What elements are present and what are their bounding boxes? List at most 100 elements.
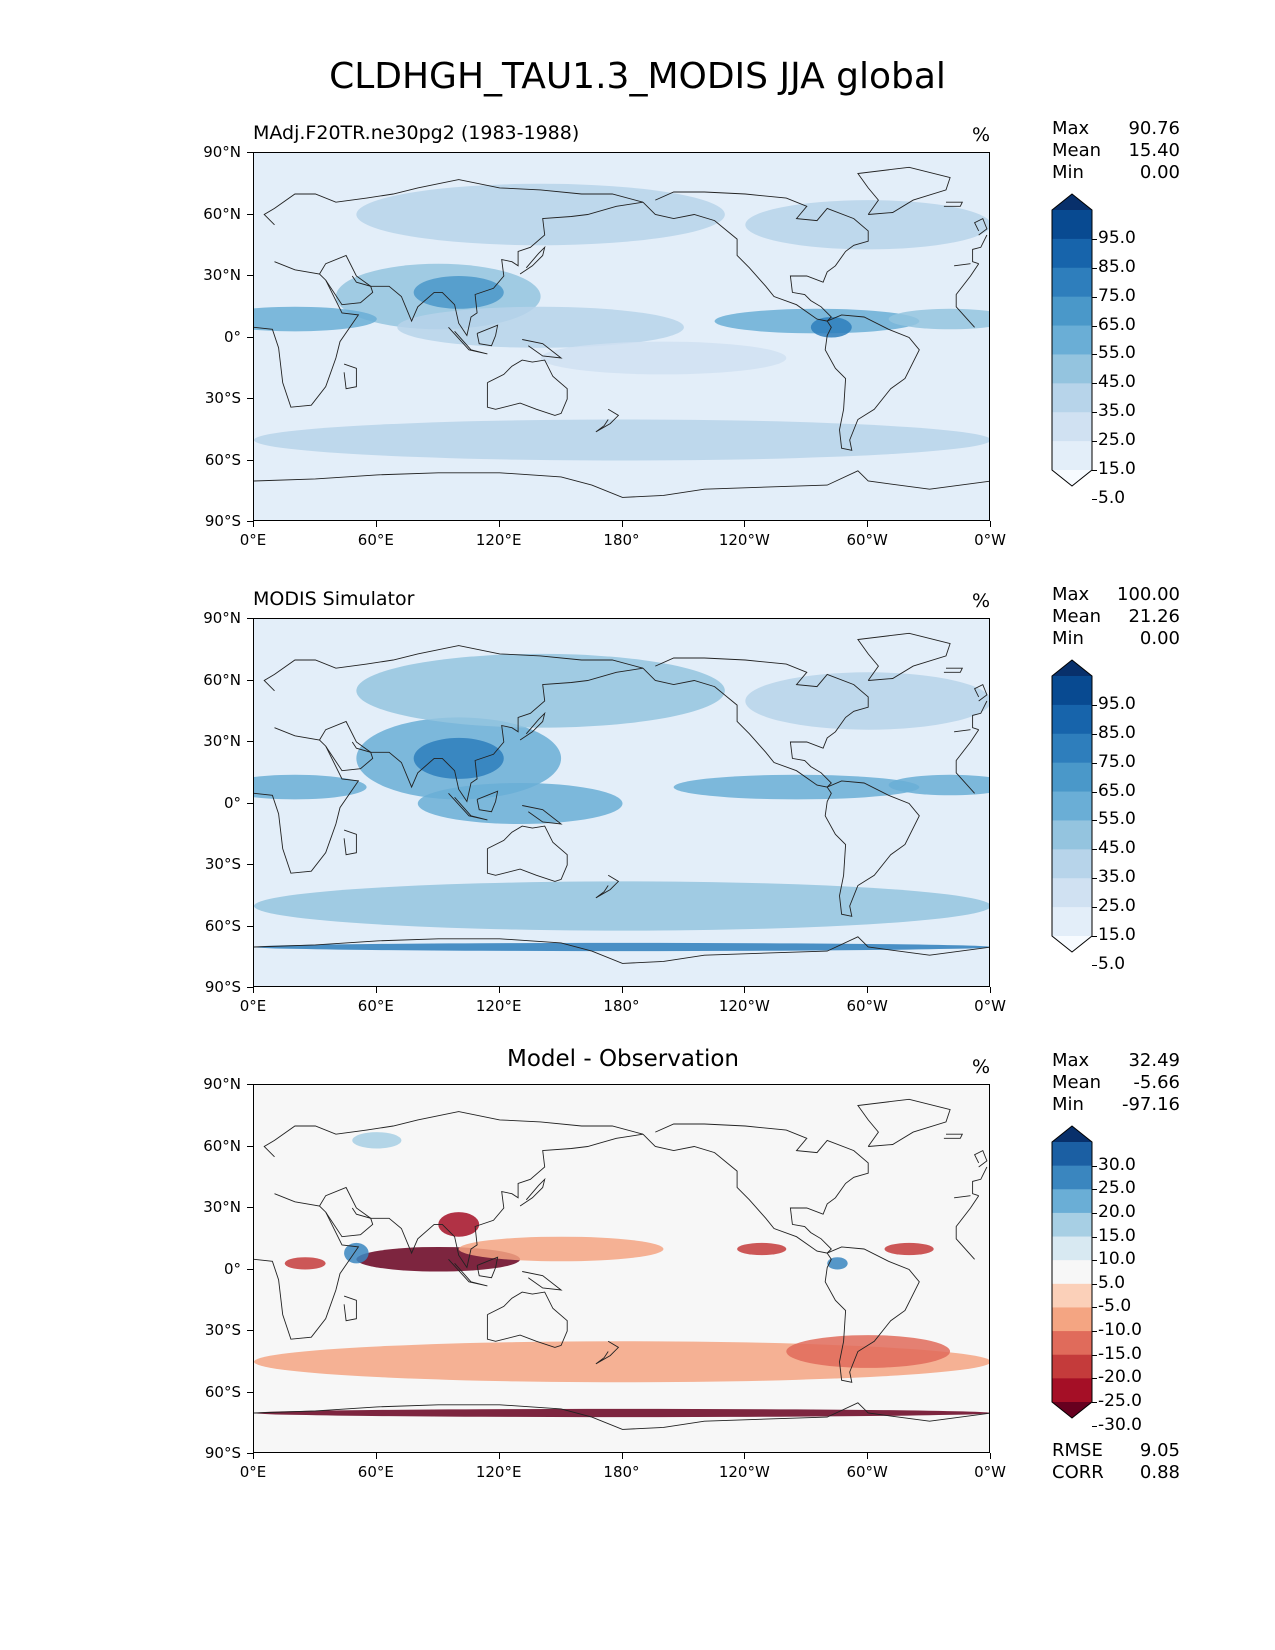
- panel-title: Model - Observation: [506, 1046, 740, 1072]
- map-panel: [253, 618, 990, 987]
- y-tick-mark: [247, 1084, 253, 1085]
- colorbar-tick-label: 35.0: [1098, 401, 1136, 422]
- colorbar-tick-label: 95.0: [1098, 227, 1136, 248]
- x-tick-mark: [744, 987, 746, 993]
- map-svg: [254, 1098, 989, 1430]
- stats-row-min: Min 0.00: [1052, 162, 1180, 184]
- y-tick-mark: [247, 679, 253, 681]
- colorbar: [1051, 1125, 1093, 1419]
- coastline: [595, 874, 620, 899]
- colorbar-tick-mark: [1092, 1425, 1097, 1427]
- colorbar-extend-min: [1052, 936, 1092, 952]
- coastline: [943, 201, 964, 207]
- coastline: [254, 261, 980, 408]
- field-shading: [737, 1242, 787, 1256]
- colorbar-tick-label: 30.0: [1098, 1154, 1136, 1175]
- colorbar-swatch: [1052, 791, 1092, 821]
- x-tick-label: 120°E: [475, 997, 522, 1015]
- colorbar-swatch: [1052, 296, 1092, 327]
- map-svg: [254, 166, 989, 498]
- y-tick-label: 90°N: [203, 609, 241, 627]
- y-tick-mark: [247, 152, 253, 153]
- coastline: [325, 741, 374, 772]
- coastline: [254, 1193, 980, 1340]
- field-shading: [745, 672, 989, 730]
- colorbar-swatch: [1052, 1283, 1092, 1308]
- colorbar-swatch: [1052, 733, 1092, 764]
- colorbar-swatch: [1052, 1307, 1092, 1332]
- y-tick-label: 60°N: [203, 1136, 241, 1155]
- stat-value: -97.16: [1121, 1094, 1180, 1115]
- coastline: [343, 363, 357, 390]
- y-tick-label: 30°N: [203, 732, 241, 750]
- stats-row-min: Min -97.16: [1052, 1094, 1180, 1116]
- coastline: [263, 179, 988, 265]
- coastline: [642, 657, 869, 788]
- x-tick-label: 60°W: [846, 1463, 888, 1481]
- x-tick-label: 60°W: [846, 997, 888, 1015]
- coastline: [263, 645, 988, 731]
- coastline: [319, 201, 644, 337]
- stat-label: Min: [1052, 162, 1084, 183]
- colorbar-tick-label: 65.0: [1098, 314, 1136, 335]
- coastline: [642, 1123, 869, 1254]
- stats-row-max: Max 100.00: [1052, 584, 1180, 606]
- coastline: [448, 326, 488, 355]
- colorbar-tick-mark: [1092, 964, 1097, 966]
- colorbar-tick-mark: [1092, 238, 1097, 240]
- coastline: [973, 1149, 988, 1168]
- colorbar-swatch: [1052, 325, 1092, 355]
- coastline: [319, 1133, 644, 1269]
- colorbar-tick-label: 55.0: [1098, 809, 1136, 830]
- units-label: %: [972, 124, 991, 146]
- coastline: [486, 825, 568, 882]
- colorbar-swatch: [1052, 1142, 1092, 1167]
- colorbar: [1051, 193, 1093, 487]
- y-tick-mark: [247, 1207, 253, 1208]
- x-tick-mark: [498, 1453, 500, 1459]
- x-tick-label: 60°E: [357, 997, 394, 1015]
- colorbar-tick-mark: [1092, 704, 1097, 706]
- y-tick-mark: [247, 398, 253, 399]
- coastline: [943, 1133, 964, 1139]
- colorbar-swatch: [1052, 354, 1092, 384]
- colorbar-tick-mark: [1092, 791, 1097, 793]
- colorbar-extend-max: [1052, 1126, 1092, 1142]
- x-tick-mark: [621, 987, 623, 993]
- x-tick-mark: [867, 1453, 869, 1459]
- colorbar-tick-mark: [1092, 1189, 1097, 1191]
- panel-title: MAdj.F20TR.ne30pg2 (1983-1988): [253, 122, 580, 144]
- x-tick-label: 0°E: [239, 531, 267, 549]
- coastline: [343, 1295, 357, 1322]
- colorbar-tick-label: -15.0: [1098, 1343, 1142, 1364]
- coastline: [486, 1291, 568, 1348]
- field-shading: [284, 1257, 326, 1270]
- y-tick-label: 60°N: [203, 670, 241, 689]
- coastline: [519, 1177, 546, 1207]
- field-shading: [356, 183, 725, 246]
- colorbar-tick-label: 5.0: [1098, 953, 1126, 974]
- field-shading: [438, 1212, 480, 1237]
- coastline: [522, 1271, 563, 1291]
- stat-label: Max: [1052, 1050, 1090, 1071]
- stats-row-min: Min 0.00: [1052, 628, 1180, 650]
- coastline: [519, 245, 546, 275]
- colorbar-swatch: [1052, 210, 1092, 240]
- y-tick-mark: [247, 987, 253, 988]
- colorbar-swatch: [1052, 1165, 1092, 1190]
- x-tick-mark: [498, 521, 500, 527]
- colorbar-tick-mark: [1092, 267, 1097, 269]
- colorbar-tick-label: 15.0: [1098, 1225, 1136, 1246]
- colorbar-swatch: [1052, 441, 1092, 471]
- y-tick-label: 0°: [223, 327, 241, 346]
- field-shading: [254, 942, 989, 952]
- x-tick-label: 120°E: [475, 1463, 522, 1481]
- stat-value: 0.00: [1139, 162, 1180, 183]
- colorbar-tick-mark: [1092, 1402, 1097, 1403]
- colorbar-tick-mark: [1092, 1236, 1097, 1238]
- y-tick-mark: [247, 1391, 253, 1393]
- field-shading: [884, 1242, 934, 1256]
- field-shading: [254, 881, 989, 931]
- y-tick-mark: [247, 925, 253, 927]
- y-tick-mark: [247, 1145, 253, 1147]
